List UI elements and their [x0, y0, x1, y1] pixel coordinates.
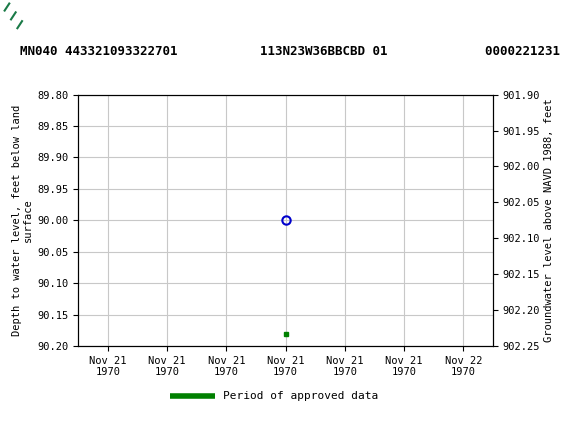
Y-axis label: Depth to water level, feet below land
surface: Depth to water level, feet below land su… — [12, 105, 33, 336]
FancyBboxPatch shape — [3, 3, 58, 32]
Text: Period of approved data: Period of approved data — [223, 391, 379, 401]
Text: MN040 443321093322701           113N23W36BBCBD 01             0000221231: MN040 443321093322701 113N23W36BBCBD 01 … — [20, 45, 560, 58]
Text: USGS: USGS — [63, 9, 118, 27]
Y-axis label: Groundwater level above NAVD 1988, feet: Groundwater level above NAVD 1988, feet — [545, 98, 554, 342]
